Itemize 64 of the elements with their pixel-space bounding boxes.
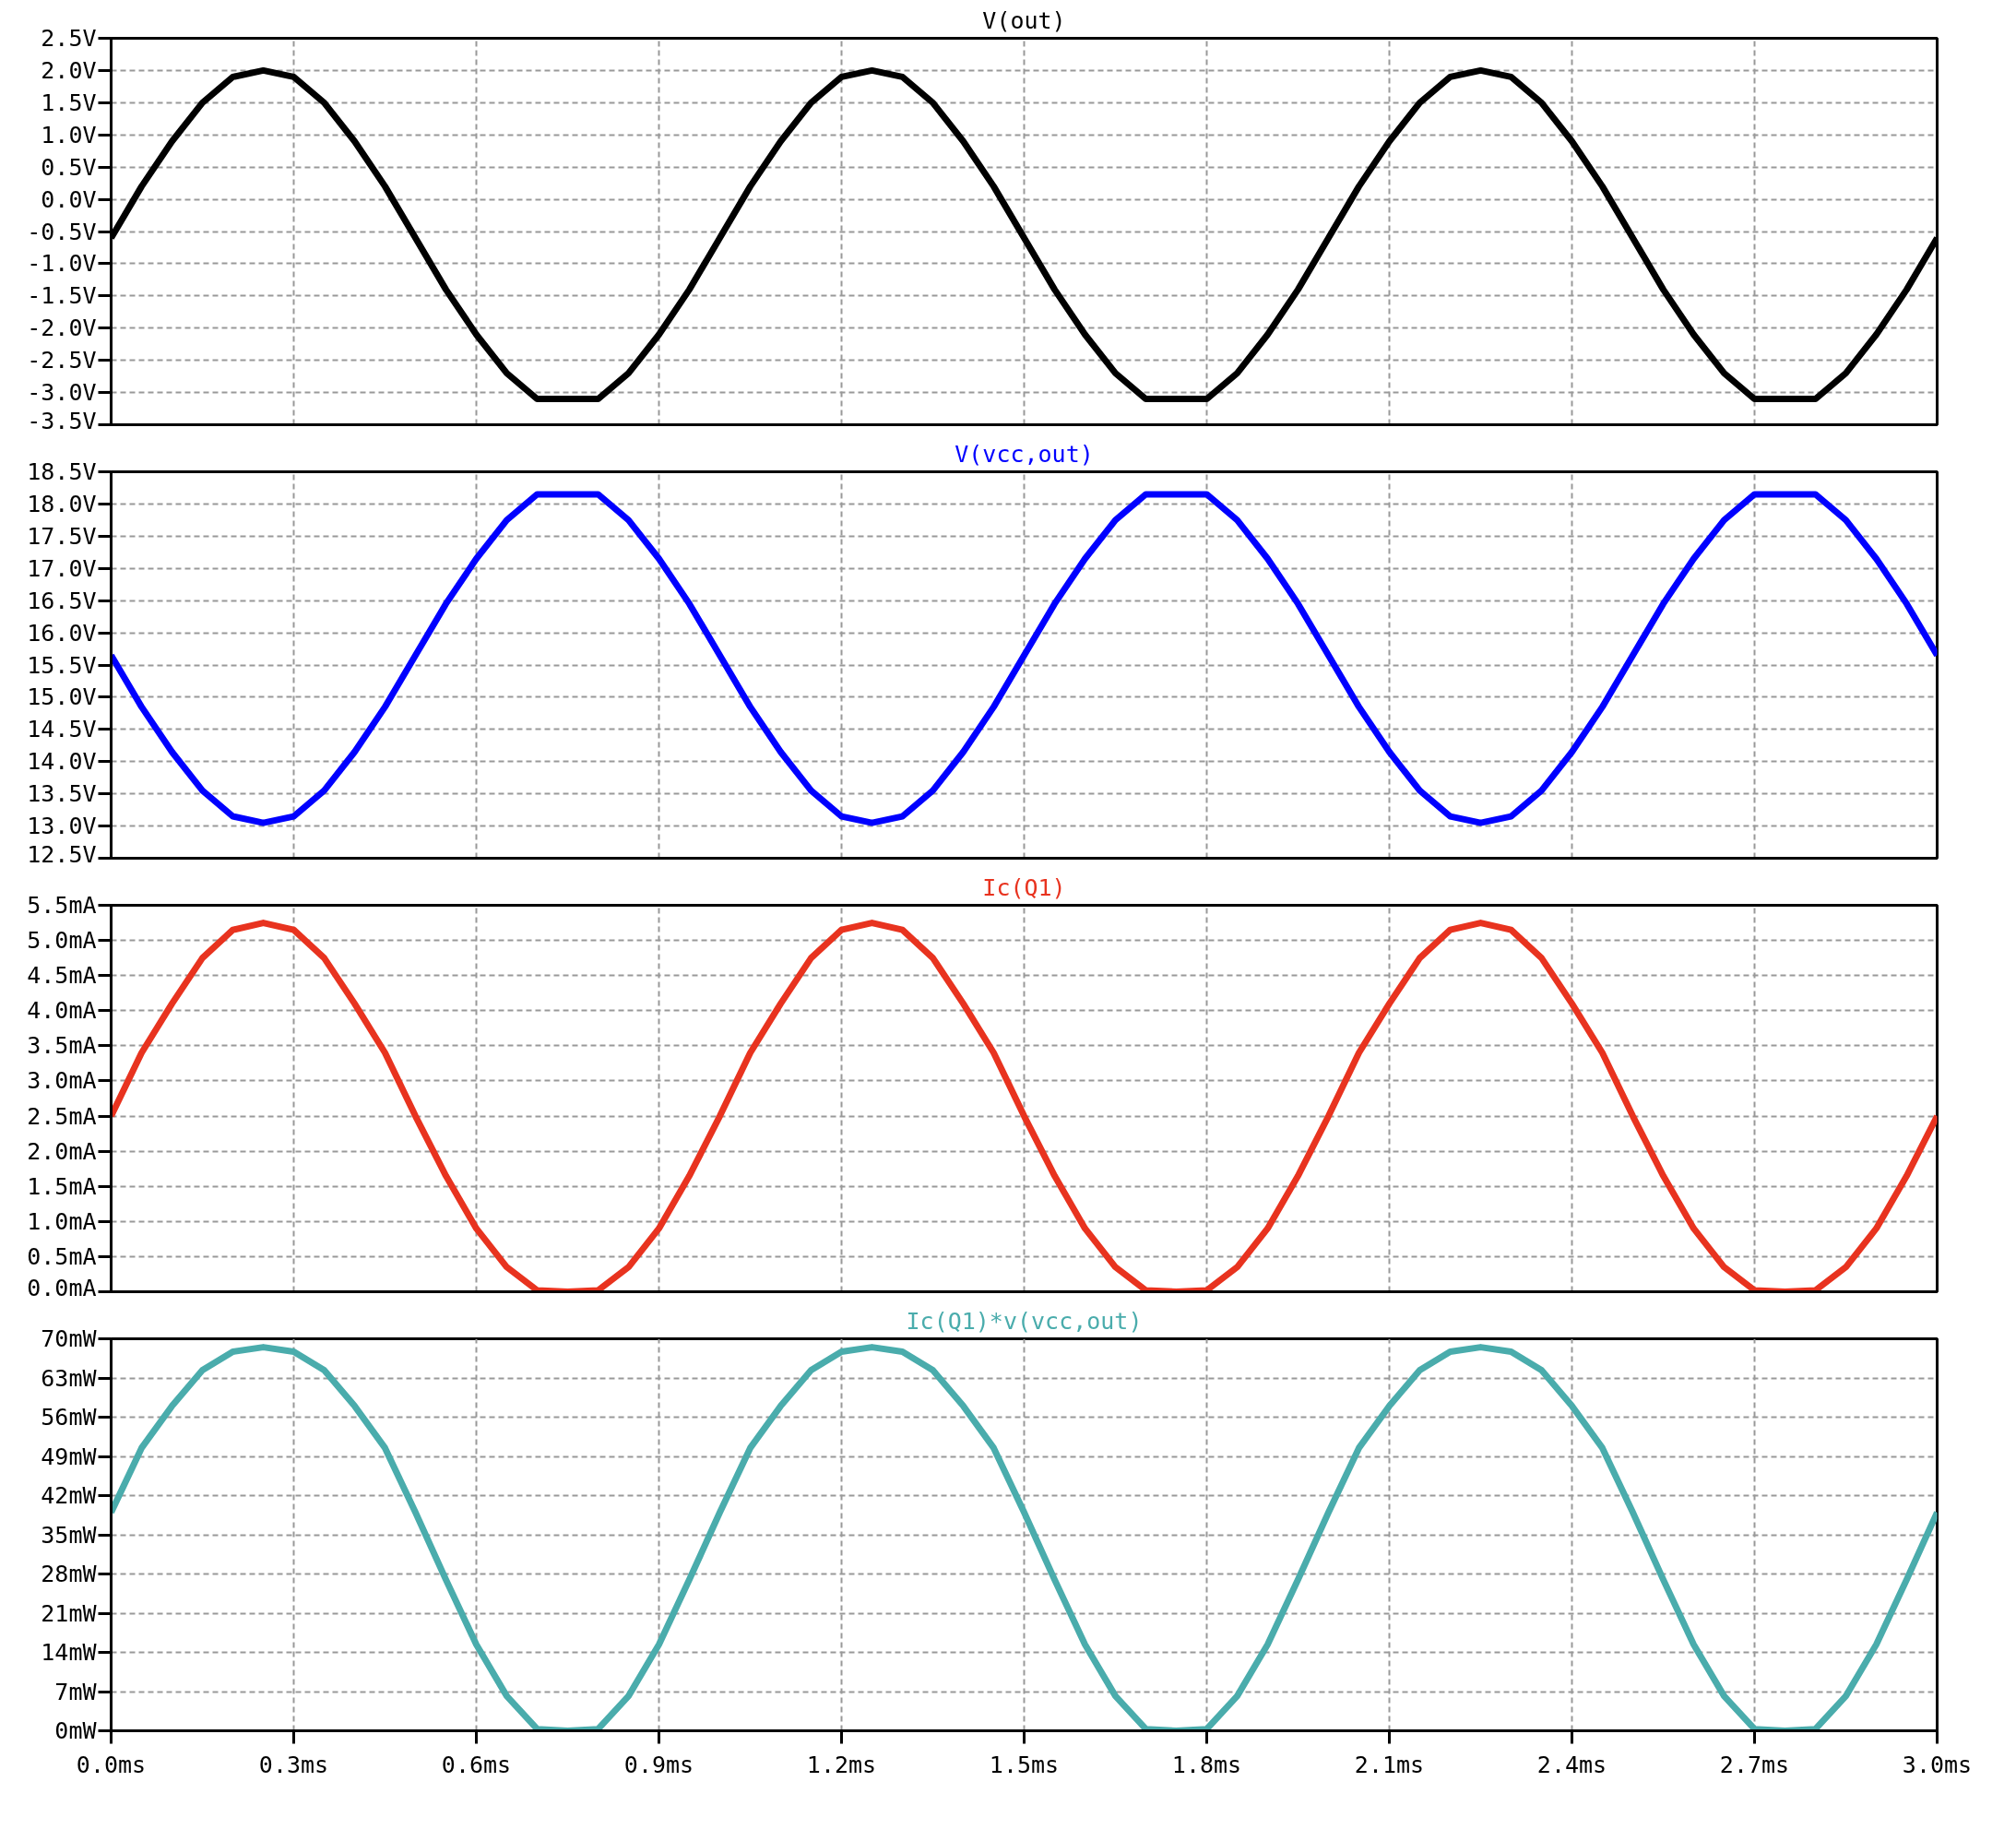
x-tick-label: 0.0ms [76, 1751, 147, 1778]
y-tick-label: 15.0V [27, 683, 97, 711]
y-tick-label: 15.5V [27, 651, 97, 679]
y-tick-label: 28mW [41, 1561, 98, 1587]
y-tick-label: 17.0V [27, 554, 97, 582]
y-tick-label: -0.5V [27, 218, 97, 245]
y-tick-label: 63mW [41, 1364, 98, 1392]
y-tick-label: 2.5mA [27, 1102, 97, 1130]
chart-title: Ic(Q1)*v(vcc,out) [906, 1307, 1143, 1335]
y-tick-label: 0.0mA [27, 1274, 97, 1301]
x-tick-label: 0.9ms [623, 1751, 694, 1778]
y-tick-label: -1.5V [27, 282, 97, 310]
y-tick-label: 1.0V [41, 121, 97, 148]
y-tick-label: -1.0V [27, 250, 97, 278]
y-tick-label: 17.5V [27, 522, 97, 550]
y-tick-label: 14.0V [27, 748, 97, 776]
y-tick-label: 14mW [41, 1639, 98, 1666]
y-tick-label: -2.0V [27, 315, 97, 342]
chart-title: V(out) [982, 6, 1066, 34]
y-tick-label: 3.5mA [27, 1032, 97, 1060]
y-tick-label: 16.0V [27, 619, 97, 647]
y-tick-label: 18.5V [27, 458, 97, 485]
y-tick-label: 49mW [41, 1443, 98, 1470]
chart-title: V(vcc,out) [955, 440, 1094, 468]
y-tick-label: 13.5V [27, 780, 97, 808]
chart-title: Ic(Q1) [982, 873, 1066, 901]
x-tick-label: 1.2ms [806, 1751, 877, 1778]
y-tick-label: 14.5V [27, 716, 97, 743]
y-tick-label: 0.0V [41, 185, 97, 213]
x-tick-label: 0.6ms [441, 1751, 512, 1778]
y-tick-label: 2.5V [41, 25, 97, 52]
x-tick-label: 1.5ms [989, 1751, 1060, 1778]
y-tick-label: 42mW [41, 1482, 98, 1509]
y-tick-label: 21mW [41, 1599, 98, 1627]
y-tick-label: 56mW [41, 1404, 98, 1431]
y-tick-label: 3.0mA [27, 1067, 97, 1095]
y-tick-label: -3.0V [27, 379, 97, 407]
y-tick-label: 16.5V [27, 587, 97, 614]
x-tick-label: 2.4ms [1536, 1751, 1607, 1778]
y-tick-label: 2.0V [41, 56, 97, 84]
y-tick-label: 35mW [41, 1521, 98, 1549]
y-tick-label: -2.5V [27, 347, 97, 374]
y-tick-label: 2.0mA [27, 1137, 97, 1165]
y-tick-label: 13.0V [27, 813, 97, 840]
y-tick-label: 0.5V [41, 153, 97, 181]
y-tick-label: 5.5mA [27, 892, 97, 919]
y-tick-label: -3.5V [27, 407, 97, 434]
y-tick-label: 12.5V [27, 840, 97, 868]
y-tick-label: 1.5mA [27, 1172, 97, 1200]
y-tick-label: 4.5mA [27, 962, 97, 990]
x-tick-label: 2.7ms [1719, 1751, 1790, 1778]
y-tick-label: 1.5V [41, 89, 97, 116]
x-tick-label: 2.1ms [1354, 1751, 1425, 1778]
y-tick-label: 7mW [54, 1678, 98, 1705]
y-tick-label: 0mW [54, 1717, 98, 1744]
y-tick-label: 0.5mA [27, 1242, 97, 1270]
y-tick-label: 4.0mA [27, 997, 97, 1025]
y-tick-label: 18.0V [27, 490, 97, 517]
y-tick-label: 5.0mA [27, 927, 97, 955]
x-tick-label: 0.3ms [258, 1751, 329, 1778]
x-tick-label: 3.0ms [1902, 1751, 1973, 1778]
y-tick-label: 70mW [41, 1325, 98, 1352]
x-tick-label: 1.8ms [1171, 1751, 1242, 1778]
y-tick-label: 1.0mA [27, 1207, 97, 1235]
